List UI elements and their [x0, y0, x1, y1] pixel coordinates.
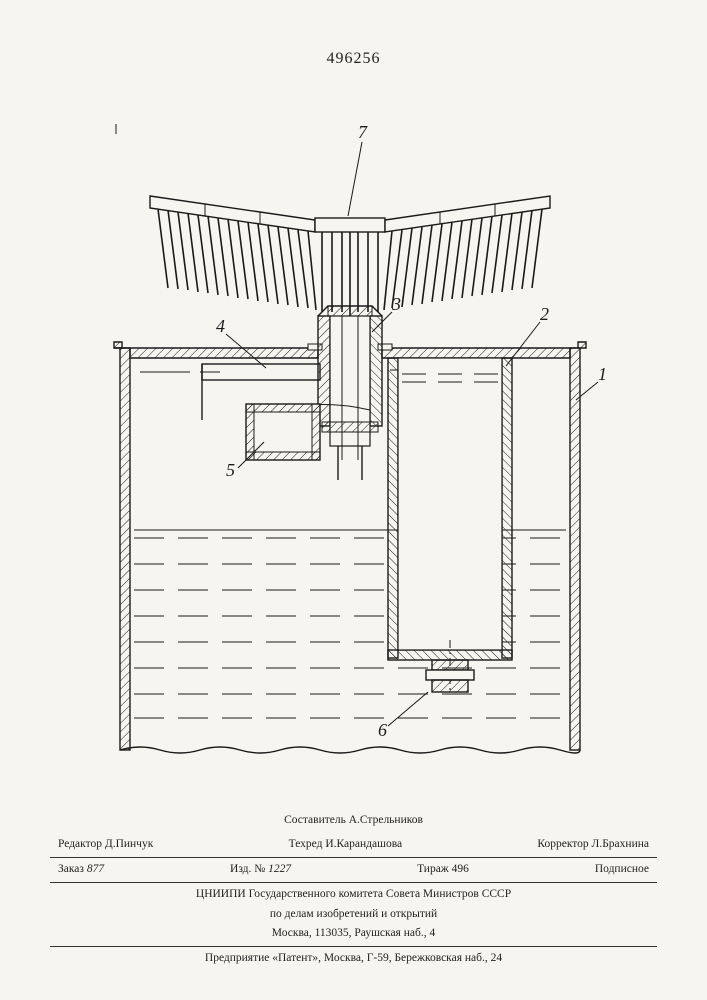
brush-left [150, 196, 316, 310]
compiler-line: Составитель А.Стрельников [50, 812, 657, 830]
figure-drawing: 7 4 3 2 1 5 6 [70, 120, 630, 760]
imprint-block: Составитель А.Стрельников Редактор Д.Пин… [50, 812, 657, 970]
rule-2 [50, 882, 657, 883]
print-meta-line: Заказ 877 Изд. № 1227 Тираж 496 Подписно… [50, 861, 657, 879]
izdanie: Изд. № 1227 [230, 861, 291, 879]
svg-text:6: 6 [378, 720, 387, 740]
techred: Техред И.Карандашова [289, 836, 402, 854]
svg-text:3: 3 [391, 294, 401, 314]
svg-text:5: 5 [226, 460, 235, 480]
compiler-label: Составитель [284, 814, 346, 826]
drawing-svg: 7 4 3 2 1 5 6 [70, 120, 630, 760]
podpisnoe: Подписное [595, 861, 649, 879]
svg-text:2: 2 [540, 304, 549, 324]
org-line-2: по делам изобретений и открытий [50, 906, 657, 924]
float-chamber-2 [388, 358, 512, 692]
svg-text:4: 4 [216, 316, 225, 336]
corrector: Корректор Л.Брахнина [537, 836, 649, 854]
patent-number: 496256 [0, 50, 707, 68]
tirazh: Тираж 496 [417, 861, 469, 879]
patent-page: 496256 [0, 0, 707, 1000]
printer-line: Предприятие «Патент», Москва, Г-59, Бере… [50, 950, 657, 968]
svg-text:7: 7 [358, 122, 368, 142]
compiler-name: А.Стрельников [349, 814, 423, 826]
brush-right [384, 196, 550, 310]
org-line-1: ЦНИИПИ Государственного комитета Совета … [50, 886, 657, 904]
rule-3 [50, 946, 657, 947]
org-line-3: Москва, 113035, Раушская наб., 4 [50, 925, 657, 943]
rule-1 [50, 857, 657, 858]
svg-text:1: 1 [598, 364, 607, 384]
editor: Редактор Д.Пинчук [58, 836, 153, 854]
drain-6 [426, 660, 474, 692]
roles-line: Редактор Д.Пинчук Техред И.Карандашова К… [50, 836, 657, 854]
order: Заказ 877 [58, 861, 104, 879]
box-5 [246, 404, 320, 460]
